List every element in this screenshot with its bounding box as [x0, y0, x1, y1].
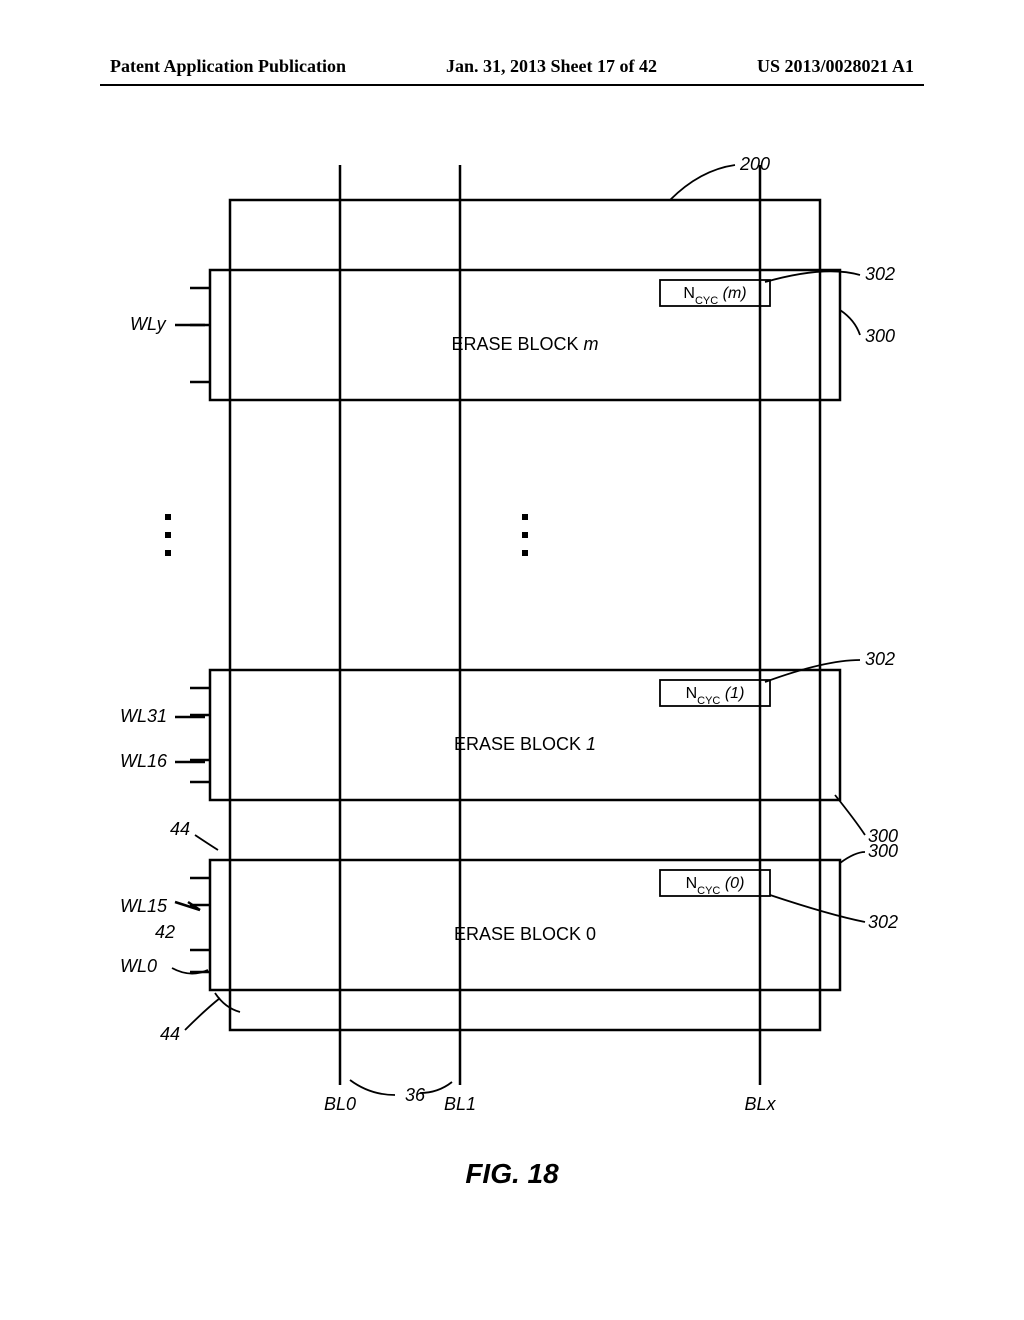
svg-text:WL16: WL16	[120, 751, 168, 771]
svg-text:ERASE BLOCK m: ERASE BLOCK m	[451, 334, 598, 354]
svg-text:42: 42	[155, 922, 175, 942]
header-left: Patent Application Publication	[110, 56, 346, 77]
svg-text:44: 44	[160, 1024, 180, 1044]
svg-text:44: 44	[170, 819, 190, 839]
svg-text:36: 36	[405, 1085, 426, 1105]
header-right: US 2013/0028021 A1	[757, 56, 914, 77]
svg-text:302: 302	[865, 264, 895, 284]
svg-text:NCYC (m): NCYC (m)	[683, 285, 746, 307]
svg-text:302: 302	[868, 912, 898, 932]
svg-text:ERASE BLOCK 1: ERASE BLOCK 1	[454, 734, 596, 754]
svg-text:WL31: WL31	[120, 706, 167, 726]
svg-text:302: 302	[865, 649, 895, 669]
svg-text:WLy: WLy	[130, 314, 167, 334]
figure-caption: FIG. 18	[0, 1158, 1024, 1190]
svg-text:WL0: WL0	[120, 956, 157, 976]
svg-text:200: 200	[739, 154, 770, 174]
figure-svg: BL0 BL1 BLx 36 200 WLy ERASE BLOCK m NCYC (m) 30…	[60, 140, 960, 1130]
svg-text:300: 300	[868, 841, 898, 861]
header-mid: Jan. 31, 2013 Sheet 17 of 42	[446, 56, 657, 77]
svg-text:300: 300	[865, 326, 895, 346]
svg-text:BL0: BL0	[324, 1094, 356, 1114]
header-rule	[100, 84, 924, 86]
svg-text:ERASE BLOCK 0: ERASE BLOCK 0	[454, 924, 596, 944]
page-header: Patent Application Publication Jan. 31, …	[0, 56, 1024, 77]
svg-text:BLx: BLx	[744, 1094, 776, 1114]
svg-text:WL15: WL15	[120, 896, 168, 916]
page: Patent Application Publication Jan. 31, …	[0, 0, 1024, 1320]
svg-text:NCYC (1): NCYC (1)	[686, 685, 745, 707]
svg-text:BL1: BL1	[444, 1094, 476, 1114]
svg-text:NCYC (0): NCYC (0)	[686, 875, 745, 897]
